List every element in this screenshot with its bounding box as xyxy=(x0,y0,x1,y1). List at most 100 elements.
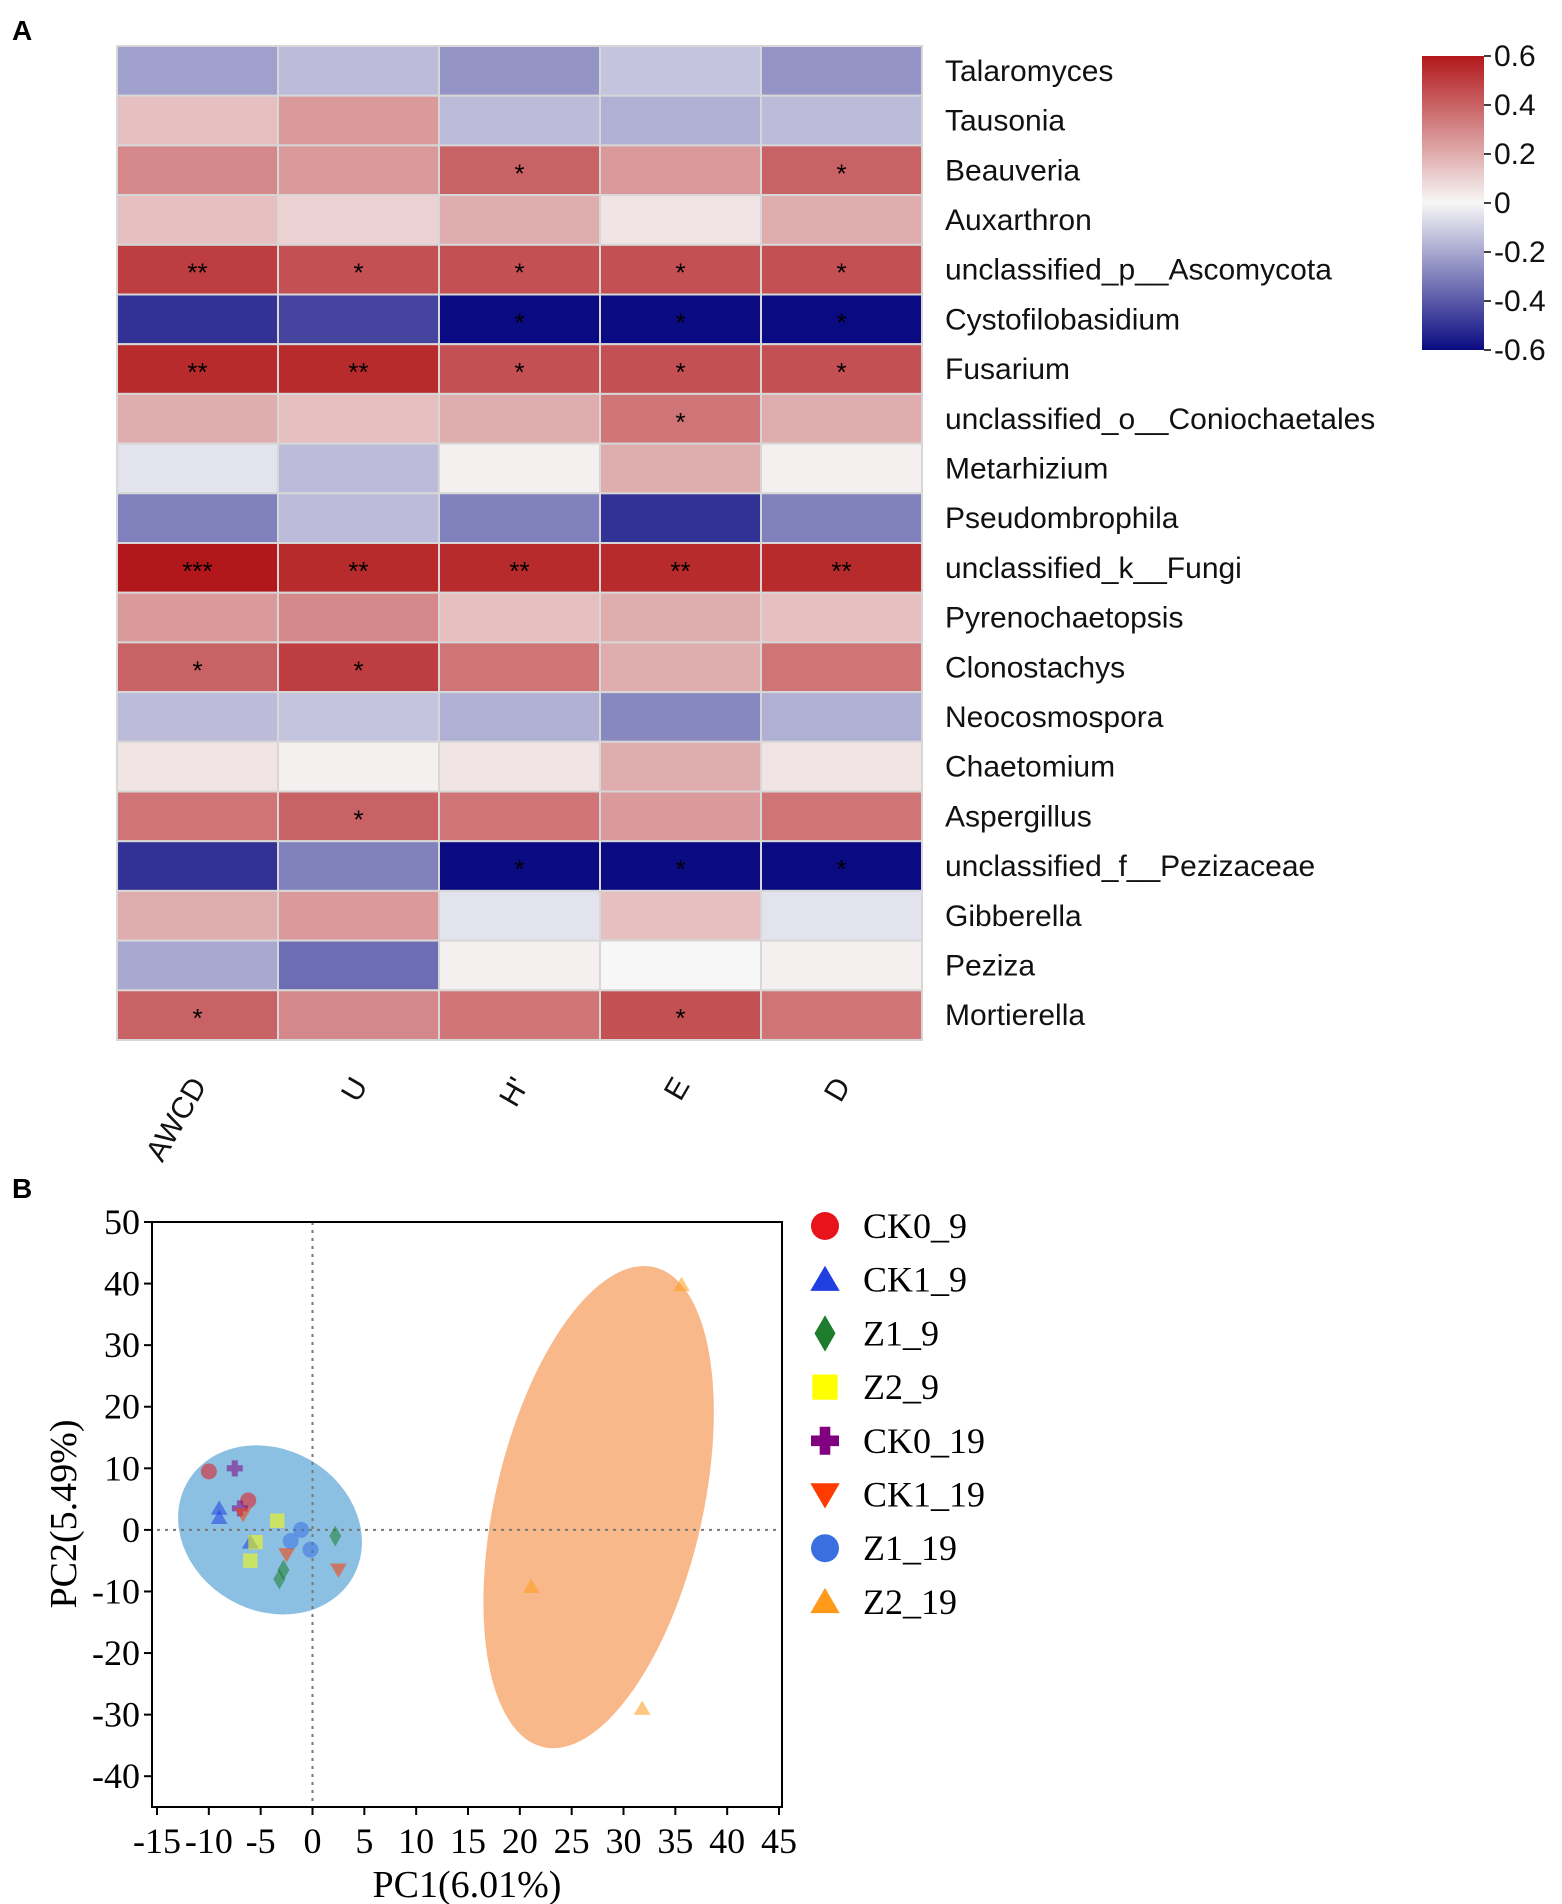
heatmap-cell xyxy=(438,989,601,1041)
x-tick-label: -10 xyxy=(185,1821,233,1861)
data-point-z1-19 xyxy=(302,1541,319,1558)
significance-mark: * xyxy=(514,158,524,188)
heatmap-cell xyxy=(277,939,440,992)
significance-mark: * xyxy=(353,655,363,685)
legend-label: Z2_9 xyxy=(863,1367,939,1407)
significance-mark: * xyxy=(675,357,685,387)
heatmap-cell xyxy=(438,194,601,246)
heatmap-cell xyxy=(438,392,601,445)
heatmap-cell xyxy=(760,45,923,97)
significance-mark: ** xyxy=(831,556,851,586)
row-label: Beauveria xyxy=(945,154,1080,187)
data-point-ck1-19 xyxy=(330,1563,347,1578)
y-tick-label: -30 xyxy=(92,1695,140,1735)
heatmap-cell xyxy=(438,45,601,97)
heatmap-cell xyxy=(277,442,440,495)
heatmap-cell xyxy=(277,889,440,942)
heatmap-cell xyxy=(277,492,440,544)
heatmap-cell xyxy=(116,293,279,346)
data-point-ck1-19 xyxy=(278,1548,295,1563)
x-tick-label: 45 xyxy=(761,1821,797,1861)
heatmap-cell xyxy=(116,45,279,97)
heatmap-cell xyxy=(277,392,440,445)
y-tick-label: 0 xyxy=(122,1510,140,1550)
row-label: unclassified_f__Pezizaceae xyxy=(945,850,1315,883)
y-tick-label: 10 xyxy=(104,1448,140,1488)
significance-mark: * xyxy=(836,854,846,884)
y-tick-label: 20 xyxy=(104,1387,140,1427)
heatmap-cell xyxy=(760,591,923,644)
significance-mark: * xyxy=(675,1003,685,1033)
heatmap-cell xyxy=(599,740,762,793)
data-point-z1-9 xyxy=(277,1559,290,1581)
data-point-ck0-19 xyxy=(226,1460,243,1477)
heatmap-cell xyxy=(277,343,440,395)
heatmap-cell xyxy=(277,840,440,892)
heatmap-cell xyxy=(116,194,279,246)
legend-marker-z2-19 xyxy=(810,1587,840,1614)
colorbar-gradient xyxy=(1422,56,1484,350)
heatmap-cell xyxy=(760,691,923,743)
heatmap-cell xyxy=(760,392,923,445)
colorbar-tick-label: 0.6 xyxy=(1494,40,1536,73)
heatmap-cell xyxy=(116,392,279,445)
heatmap-cell xyxy=(116,542,279,594)
heatmap-cell xyxy=(438,144,601,197)
significance-mark: * xyxy=(836,258,846,288)
confidence-ellipse xyxy=(483,1265,714,1749)
heatmap-cell xyxy=(277,45,440,97)
heatmap-cell xyxy=(599,392,762,445)
data-point-ck1-19 xyxy=(234,1508,252,1523)
significance-mark: * xyxy=(353,258,363,288)
heatmap-cell xyxy=(438,889,601,942)
legend-label: CK0_19 xyxy=(863,1421,985,1461)
significance-mark: ** xyxy=(509,556,529,586)
row-label: Tausonia xyxy=(945,105,1065,138)
heatmap-cell xyxy=(438,94,601,147)
significance-mark: *** xyxy=(182,556,212,586)
row-label: Peziza xyxy=(945,949,1035,982)
legend-label: CK1_19 xyxy=(863,1475,985,1515)
data-point-ck1-9 xyxy=(210,1509,228,1524)
heatmap-cell xyxy=(438,790,601,843)
heatmap-cell xyxy=(760,492,923,544)
x-tick-label: -15 xyxy=(133,1821,181,1861)
data-point-z1-19 xyxy=(293,1521,310,1538)
heatmap-cell xyxy=(116,691,279,743)
heatmap-cell xyxy=(277,740,440,793)
heatmap-cell xyxy=(116,740,279,793)
heatmap-cell xyxy=(599,641,762,694)
heatmap-cell xyxy=(760,889,923,942)
colorbar: 0.6 0.4 0.2 0 -0.2 -0.4 -0.6 xyxy=(1422,40,1546,367)
legend-marker-ck1-9 xyxy=(810,1265,840,1291)
heatmap-cell xyxy=(599,939,762,992)
significance-mark: ** xyxy=(348,556,368,586)
data-point-z1-19 xyxy=(282,1532,299,1549)
data-point-ck0-9 xyxy=(240,1492,257,1509)
row-label: Pyrenochaetopsis xyxy=(945,602,1183,635)
heatmap-cell xyxy=(116,989,279,1041)
x-tick-label: 5 xyxy=(355,1821,373,1861)
colorbar-tick-label: 0.4 xyxy=(1494,89,1536,122)
heatmap-cell xyxy=(599,94,762,147)
heatmap-cell xyxy=(116,790,279,843)
row-label: Clonostachys xyxy=(945,651,1125,684)
legend-label: Z1_9 xyxy=(863,1313,939,1353)
row-label: unclassified_p__Ascomycota xyxy=(945,254,1332,287)
heatmap-significance-marks: * *** * * * ** * *** ** * * ***** ** ** ** *** *** * ** * xyxy=(182,158,851,1033)
legend: CK0_9 CK1_9 Z1_9 Z2_9 CK0_19 CK1_19 Z1_19 Z2_19 xyxy=(810,1206,985,1622)
row-label: Cystofilobasidium xyxy=(945,303,1180,336)
legend-label: CK0_9 xyxy=(863,1206,967,1246)
x-tick-label: 10 xyxy=(398,1821,434,1861)
pca-points xyxy=(200,1276,690,1715)
heatmap-cell xyxy=(760,989,923,1041)
heatmap-cells xyxy=(116,45,923,1041)
heatmap-cell xyxy=(277,591,440,644)
heatmap-cell xyxy=(438,641,601,694)
significance-mark: * xyxy=(836,357,846,387)
legend-marker-ck0-19 xyxy=(811,1426,839,1455)
significance-mark: * xyxy=(192,655,202,685)
data-point-z2-9 xyxy=(248,1535,263,1550)
heatmap-cell xyxy=(599,45,762,97)
